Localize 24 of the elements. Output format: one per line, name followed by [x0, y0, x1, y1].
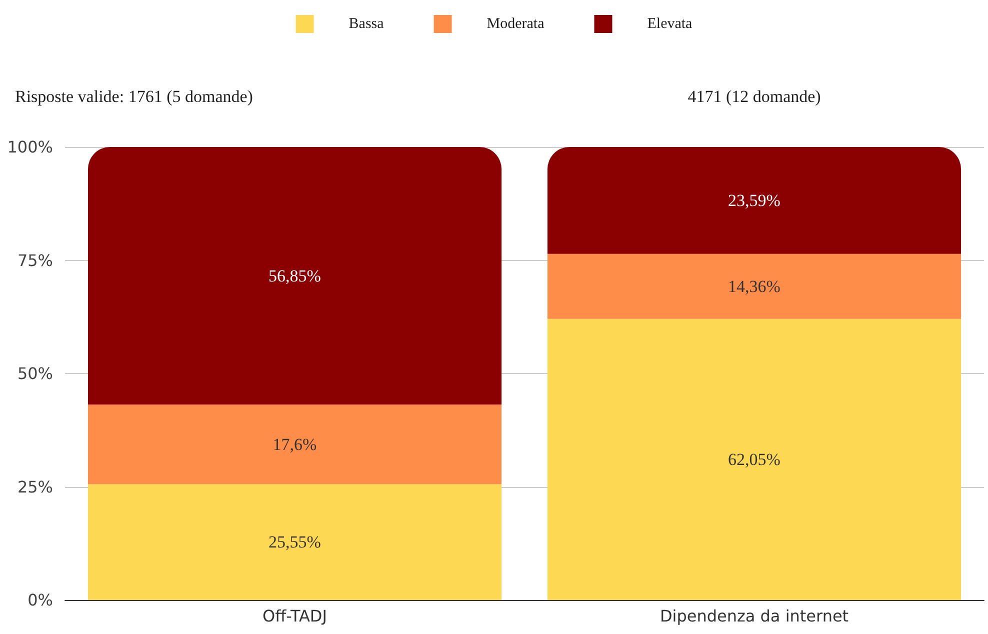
y-tick-label: 75%: [17, 250, 53, 270]
x-tick-label: Off-TADJ: [262, 606, 327, 626]
legend-label: Elevata: [647, 16, 693, 32]
data-label: 25,55%: [268, 532, 321, 552]
bar: [547, 254, 962, 319]
y-tick-label: 0%: [28, 590, 53, 610]
bar: [88, 404, 502, 484]
text: 4171 (12 domande): [688, 87, 821, 106]
data-label: 23,59%: [728, 190, 780, 210]
bar: [88, 484, 502, 600]
legend-label: Bassa: [348, 16, 384, 32]
bar: [547, 318, 962, 600]
data-label: 14,36%: [728, 276, 780, 296]
data-label: 17,6%: [272, 434, 317, 454]
bar: [547, 147, 962, 254]
x-tick-label: Dipendenza da internet: [660, 606, 849, 626]
y-tick-label: 25%: [17, 477, 53, 496]
bar: [88, 147, 502, 405]
text: Risposte valide: 1761 (5 domande): [15, 87, 253, 106]
data-label: 62,05%: [728, 450, 780, 469]
legend-label: Moderata: [486, 16, 545, 32]
y-tick-label: 50%: [17, 364, 53, 383]
data-label: 56,85%: [268, 266, 321, 286]
y-tick-label: 100%: [7, 138, 53, 156]
